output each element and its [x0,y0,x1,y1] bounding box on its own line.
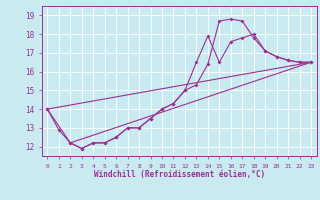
X-axis label: Windchill (Refroidissement éolien,°C): Windchill (Refroidissement éolien,°C) [94,170,265,179]
